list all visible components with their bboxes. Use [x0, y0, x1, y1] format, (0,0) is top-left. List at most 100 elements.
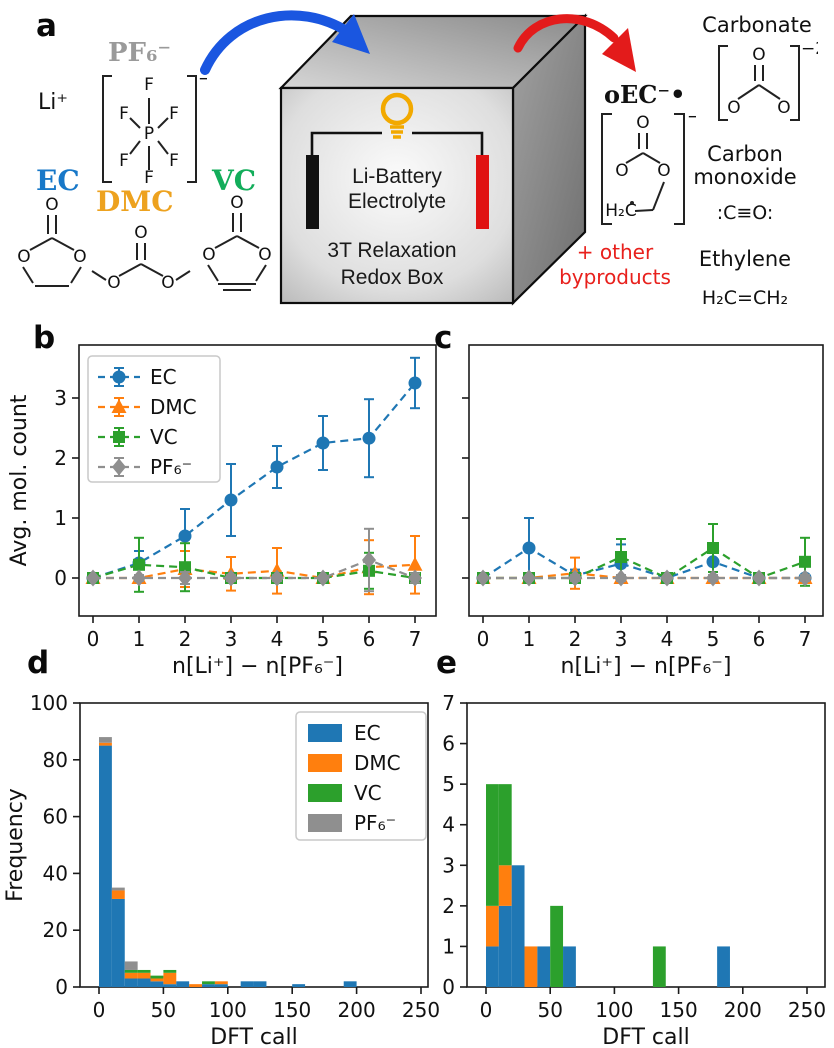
svg-text:DMC: DMC — [354, 751, 401, 775]
svg-text:1: 1 — [54, 506, 67, 530]
svg-text:4: 4 — [271, 627, 284, 651]
oxygen-atom-label: O — [752, 45, 765, 65]
svg-text:2: 2 — [179, 627, 192, 651]
svg-text:80: 80 — [43, 748, 68, 772]
svg-text:VC: VC — [150, 425, 178, 449]
bulb-icon — [380, 92, 414, 139]
fluorine-atom-label: F — [119, 104, 129, 124]
output-arrowhead-icon — [602, 28, 636, 72]
x-axis: 0 1 2 3 4 5 6 7 — [87, 616, 422, 651]
oxygen-atom-label: O — [45, 195, 58, 215]
svg-text:50: 50 — [537, 998, 562, 1022]
panel-label-e: e — [436, 645, 458, 681]
y-axis: 0 1 2 3 — [54, 386, 79, 590]
x-axis-label: DFT call — [602, 1025, 689, 1048]
svg-text:150: 150 — [660, 998, 698, 1022]
fluorine-atom-label: F — [169, 151, 179, 171]
svg-text:EC: EC — [150, 365, 177, 389]
axes-frame — [466, 702, 826, 988]
series-PF₆⁻ — [476, 569, 812, 587]
histogram-bars — [486, 784, 730, 987]
radical-dot — [630, 201, 634, 205]
oxygen-atom-label: O — [230, 193, 243, 213]
pf6-label: PF₆⁻ — [108, 38, 172, 68]
output-arrow-icon — [513, 14, 619, 53]
dmc-structure: O O O — [91, 224, 191, 293]
axes-frame — [78, 344, 437, 617]
circuit-wire — [310, 131, 484, 155]
svg-text:5: 5 — [707, 627, 720, 651]
carbonate-structure: −2 O O O — [718, 40, 818, 121]
charge-label: − — [687, 107, 696, 127]
svg-text:5: 5 — [442, 772, 455, 796]
svg-text:7: 7 — [799, 627, 812, 651]
svg-text:2: 2 — [54, 446, 67, 470]
panel-label-a: a — [36, 8, 57, 44]
panel-label-c: c — [434, 320, 453, 356]
svg-text:PF₆⁻: PF₆⁻ — [354, 811, 396, 835]
svg-text:6: 6 — [442, 732, 455, 756]
svg-text:4: 4 — [661, 627, 674, 651]
co-formula: :C≡O: — [716, 202, 774, 224]
svg-text:0: 0 — [55, 975, 68, 999]
panel-c-plot: 0 1 2 3 4 5 6 7 n[Li⁺] − n[PF₆⁻] — [462, 344, 824, 679]
oxygen-atom-label: O — [73, 247, 86, 267]
li-label: Li⁺ — [38, 90, 68, 115]
svg-text:7: 7 — [442, 691, 455, 715]
ethylene-label: Ethylene — [698, 247, 792, 271]
x-axis-label: n[Li⁺] − n[PF₆⁻] — [172, 654, 343, 679]
svg-text:250: 250 — [402, 998, 440, 1022]
svg-text:6: 6 — [753, 627, 766, 651]
y-axis: 0 20 40 60 80 100 — [30, 691, 80, 999]
carbon-monoxide-label: Carbon monoxide — [693, 142, 797, 189]
fluorine-atom-label: F — [119, 151, 129, 171]
input-arrow-icon — [200, 10, 353, 75]
pf6-structure: − P F F F F F F — [102, 69, 207, 188]
fluorine-atom-label: F — [144, 75, 154, 95]
vc-structure: O O O — [202, 193, 272, 291]
svg-text:3: 3 — [442, 853, 455, 877]
electrode-red — [476, 155, 489, 229]
svg-text:250: 250 — [788, 998, 826, 1022]
svg-text:100: 100 — [30, 691, 68, 715]
svg-text:1: 1 — [442, 934, 455, 958]
arrows-layer — [200, 10, 636, 75]
redox-box: Li-Battery Electrolyte 3T Relaxation Red… — [278, 13, 588, 306]
charge-label: −2 — [801, 40, 818, 59]
series-PF₆⁻ — [86, 527, 422, 593]
svg-text:3: 3 — [225, 627, 238, 651]
panel-e-plot: 0 50 100 150 200 250 0 1 2 3 4 5 6 7 DFT call — [442, 691, 826, 1048]
histogram-bars — [99, 737, 357, 987]
input-arrowhead-icon — [332, 14, 370, 54]
ethylene-formula: H₂C=CH₂ — [701, 287, 789, 309]
oec-structure: − O O O H₂C — [601, 107, 696, 225]
svg-text:0: 0 — [480, 998, 493, 1022]
dmc-label: DMC — [96, 185, 174, 218]
ec-label: EC — [36, 164, 80, 197]
vc-label: VC — [212, 164, 257, 197]
svg-text:0: 0 — [93, 998, 106, 1022]
svg-text:0: 0 — [442, 975, 455, 999]
oxygen-atom-label: O — [636, 113, 649, 133]
ec-structure: O O O — [17, 195, 87, 287]
x-axis: 0 50 100 150 200 250 — [480, 987, 826, 1022]
svg-text:7: 7 — [409, 627, 422, 651]
svg-text:40: 40 — [43, 861, 68, 885]
svg-text:0: 0 — [54, 566, 67, 590]
svg-text:100: 100 — [595, 998, 633, 1022]
panel-d-plot: 0 50 100 150 200 250 0 20 40 60 80 100 DFT call Frequ… — [3, 691, 440, 1048]
box-text-line2: Electrolyte — [348, 190, 446, 213]
svg-text:1: 1 — [523, 627, 536, 651]
box-text-line3: 3T Relaxation — [327, 239, 456, 262]
axes-frame — [468, 344, 824, 617]
svg-text:PF₆⁻: PF₆⁻ — [150, 455, 192, 479]
svg-text:6: 6 — [363, 627, 376, 651]
charge-label: − — [198, 69, 207, 89]
carbonate-label: Carbonate — [702, 13, 812, 37]
box-text-line4: Redox Box — [341, 266, 444, 289]
phosphorus-atom-label: P — [144, 124, 154, 144]
svg-text:200: 200 — [724, 998, 762, 1022]
svg-text:20: 20 — [43, 918, 68, 942]
